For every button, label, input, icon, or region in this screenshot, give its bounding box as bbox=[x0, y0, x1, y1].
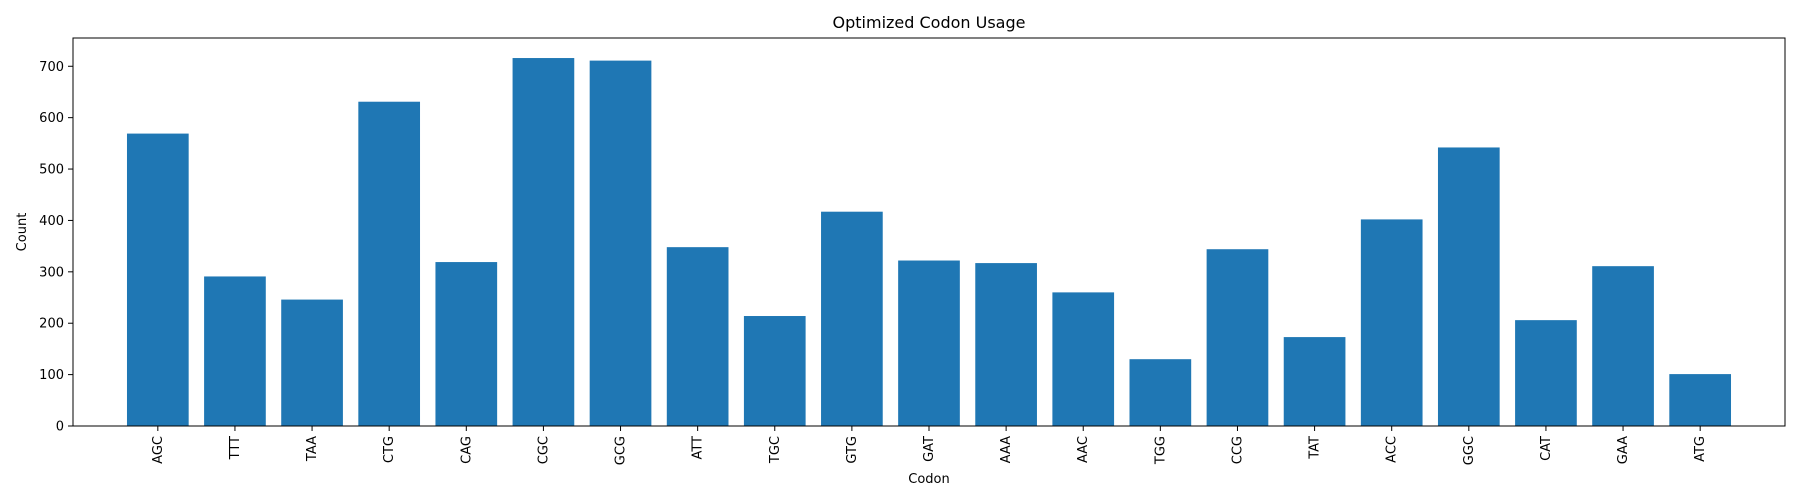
y-tick-label: 0 bbox=[56, 420, 64, 435]
x-tick-label: GAT bbox=[922, 436, 937, 462]
y-axis: 0 100 200 300 400 500 600 700 bbox=[39, 60, 73, 435]
x-tick-label: AAC bbox=[1076, 436, 1091, 463]
bar-tat bbox=[1283, 337, 1346, 426]
bar-atg bbox=[1669, 374, 1732, 426]
y-tick-label: 300 bbox=[39, 265, 64, 280]
bar-ggc bbox=[1437, 147, 1500, 426]
x-tick-label: TAT bbox=[1308, 436, 1323, 460]
x-tick-label: ATG bbox=[1693, 436, 1708, 462]
x-tick-label: TAA bbox=[305, 436, 320, 462]
y-tick-label: 100 bbox=[39, 368, 64, 383]
bar-tgg bbox=[1129, 359, 1192, 426]
x-tick-label: CGC bbox=[536, 436, 551, 464]
x-tick-label: GAA bbox=[1616, 436, 1631, 464]
y-tick-label: 400 bbox=[39, 214, 64, 229]
y-tick-label: 600 bbox=[39, 111, 64, 126]
bar-cag bbox=[435, 262, 498, 426]
bar-taa bbox=[281, 299, 343, 426]
bar-cat bbox=[1515, 320, 1577, 426]
bar-ttt bbox=[204, 276, 266, 426]
x-axis: AGC TTT TAA CTG CAG CGC GCG ATT TGC GTG GAT AAA AAC T… bbox=[151, 426, 1708, 465]
bar-acc bbox=[1360, 219, 1423, 426]
x-tick-label: TTT bbox=[228, 436, 243, 460]
bar-aaa bbox=[975, 263, 1037, 426]
bar-gat bbox=[898, 260, 960, 426]
x-tick-label: TGG bbox=[1153, 436, 1168, 465]
x-tick-label: GCG bbox=[614, 436, 629, 465]
x-axis-label: Codon bbox=[908, 472, 949, 487]
x-tick-label: TGC bbox=[768, 436, 783, 464]
bar-gaa bbox=[1592, 266, 1654, 426]
bars-group bbox=[126, 58, 1732, 427]
bar-att bbox=[666, 247, 729, 426]
y-tick-label: 500 bbox=[39, 163, 64, 178]
x-tick-label: ATT bbox=[691, 436, 706, 460]
bar-ccg bbox=[1206, 249, 1269, 426]
bar-gtg bbox=[821, 211, 883, 426]
y-tick-label: 200 bbox=[39, 317, 64, 332]
x-tick-label: AGC bbox=[151, 436, 166, 464]
x-tick-label: GTG bbox=[845, 436, 860, 464]
bar-aac bbox=[1052, 292, 1115, 426]
bar-tgc bbox=[743, 316, 806, 426]
chart-title: Optimized Codon Usage bbox=[833, 13, 1026, 32]
x-tick-label: AAA bbox=[999, 436, 1014, 464]
bar-cgc bbox=[512, 58, 575, 426]
bar-agc bbox=[126, 133, 189, 426]
bar-gcg bbox=[589, 60, 652, 427]
x-tick-label: CTG bbox=[382, 436, 397, 463]
x-tick-label: ACC bbox=[1385, 436, 1400, 463]
x-tick-label: CAT bbox=[1539, 436, 1554, 461]
x-tick-label: CCG bbox=[1230, 436, 1245, 464]
y-axis-label: Count bbox=[15, 213, 30, 252]
y-tick-label: 700 bbox=[39, 60, 64, 75]
x-tick-label: CAG bbox=[459, 436, 474, 464]
bar-ctg bbox=[358, 101, 421, 426]
x-tick-label: GGC bbox=[1462, 436, 1477, 465]
